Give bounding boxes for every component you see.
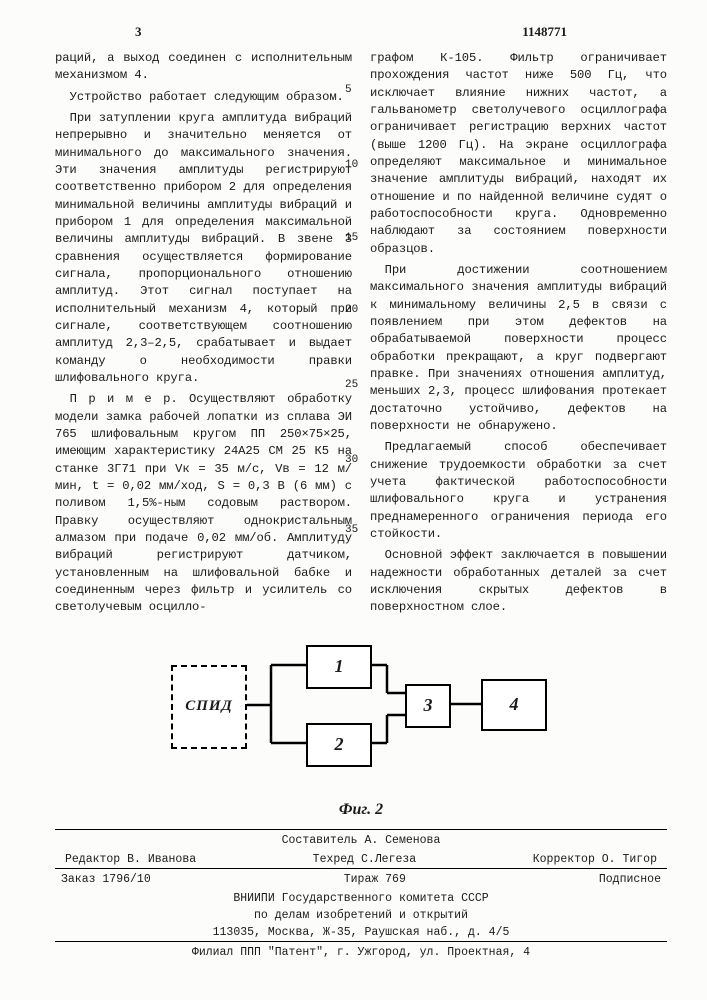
publisher-line-1: ВНИИПИ Государственного комитета СССР xyxy=(55,890,667,907)
publisher-address: 113035, Москва, Ж-35, Раушская наб., д. … xyxy=(55,924,667,941)
line-marker: 30 xyxy=(345,455,358,466)
left-column: раций, а выход соединен с исполнительным… xyxy=(55,50,352,621)
publisher-line-2: по делам изобретений и открытий xyxy=(55,907,667,924)
order-number: Заказ 1796/10 xyxy=(61,873,151,886)
body-paragraph: П р и м е р. Осуществляют обработку моде… xyxy=(55,391,352,616)
line-marker: 10 xyxy=(345,160,358,171)
line-marker: 15 xyxy=(345,233,358,244)
editor-name: Редактор В. Иванова xyxy=(65,853,196,866)
body-paragraph: При затуплении круга амплитуда вибраций … xyxy=(55,110,352,387)
document-number: 1148771 xyxy=(522,24,567,40)
block-1: 1 xyxy=(306,645,372,689)
block-4: 4 xyxy=(481,679,547,731)
print-run: Тираж 769 xyxy=(344,873,406,886)
figure-caption: Фиг. 2 xyxy=(55,801,667,819)
page-number-left: 3 xyxy=(135,24,142,40)
body-columns: раций, а выход соединен с исполнительным… xyxy=(55,50,667,621)
body-paragraph: Предлагаемый способ обеспечивает снижени… xyxy=(370,439,667,543)
block-3: 3 xyxy=(405,684,451,728)
colophon: Составитель А. Семенова Редактор В. Иван… xyxy=(55,829,667,959)
body-paragraph: Основной эффект заключается в повышении … xyxy=(370,547,667,616)
figure-2-diagram: СПИД 1 2 3 4 xyxy=(171,635,551,795)
line-marker: 35 xyxy=(345,525,358,536)
right-column: графом К-105. Фильтр ограничивает прохож… xyxy=(370,50,667,621)
line-marker: 25 xyxy=(345,380,358,391)
branch-address: Филиал ППП "Патент", г. Ужгород, ул. Про… xyxy=(55,941,667,959)
compiler-line: Составитель А. Семенова xyxy=(55,830,667,851)
corrector-name: Корректор О. Тигор xyxy=(533,853,657,866)
subscription: Подписное xyxy=(599,873,661,886)
body-paragraph: При достижении соотношением максимальног… xyxy=(370,262,667,435)
block-spid: СПИД xyxy=(171,665,247,749)
line-marker: 20 xyxy=(345,305,358,316)
body-paragraph: Устройство работает следующим образом. xyxy=(55,89,352,106)
body-paragraph: графом К-105. Фильтр ограничивает прохож… xyxy=(370,50,667,258)
body-paragraph: раций, а выход соединен с исполнительным… xyxy=(55,50,352,85)
page-header: 3 1148771 xyxy=(55,24,667,40)
block-2: 2 xyxy=(306,723,372,767)
techred-name: Техред С.Легеза xyxy=(313,853,417,866)
line-marker: 5 xyxy=(345,85,352,96)
